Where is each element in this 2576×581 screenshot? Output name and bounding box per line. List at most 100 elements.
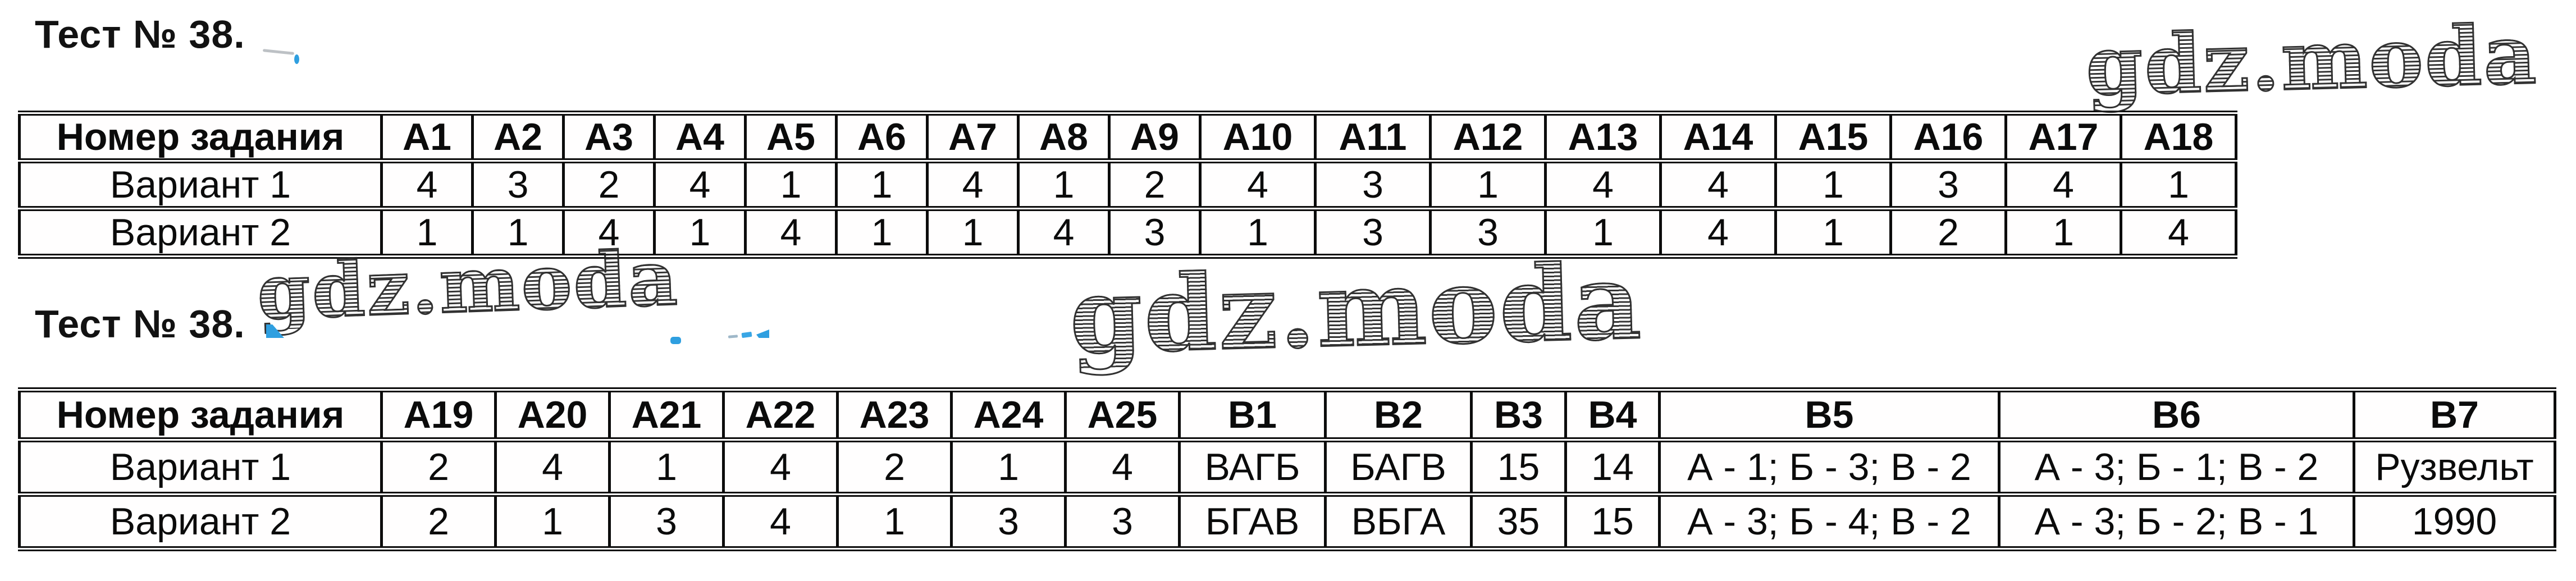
task-header-cell: А5 xyxy=(744,111,838,163)
task-header-cell: А9 xyxy=(1108,111,1202,163)
answer-cell: БАГВ xyxy=(1324,437,1473,497)
answer-cell: 1 xyxy=(2004,206,2122,259)
answer-cell: 1 xyxy=(2120,158,2237,211)
task-header-cell: А12 xyxy=(1429,111,1547,163)
gdz-moda-watermark-center: gdz.moda xyxy=(1067,239,1645,378)
answer-cell: 4 xyxy=(1199,158,1317,211)
task-header-cell: А25 xyxy=(1064,387,1181,442)
answer-cell: ВАГБ xyxy=(1178,437,1327,497)
variant-label-cell: Вариант 2 xyxy=(18,492,383,551)
task-header-cell: А3 xyxy=(562,111,656,163)
task-header-cell: А4 xyxy=(653,111,747,163)
answer-cell: А - 3; Б - 4; В - 2 xyxy=(1658,492,2000,551)
answer-cell: 4 xyxy=(2004,158,2122,211)
answer-cell: 3 xyxy=(1314,206,1432,259)
answer-cell: 1 xyxy=(926,206,1020,259)
answer-cell: 3 xyxy=(1429,206,1547,259)
task-header-cell: В6 xyxy=(1998,387,2355,442)
task-header-cell: А17 xyxy=(2004,111,2122,163)
answer-table-tasks-a1-a18: Номер задания А1 А2 А3 А4 А5 А6 А7 А8 А9 А10 А11 А12… xyxy=(18,111,2237,259)
answer-cell: А - 3; Б - 2; В - 1 xyxy=(1998,492,2355,551)
task-header-cell: А22 xyxy=(722,387,839,442)
answer-cell: 1 xyxy=(471,206,565,259)
task-header-cell: А18 xyxy=(2120,111,2237,163)
gdz-moda-watermark-top-right: gdz.moda xyxy=(2084,6,2540,115)
task-header-cell: А11 xyxy=(1314,111,1432,163)
task-header-cell: А23 xyxy=(836,387,953,442)
answer-cell: 1 xyxy=(835,158,929,211)
page-title-test-38-second: Тест № 38. xyxy=(35,302,245,346)
answer-cell: 2 xyxy=(562,158,656,211)
answer-cell: А - 1; Б - 3; В - 2 xyxy=(1658,437,2000,497)
answer-cell: 4 xyxy=(722,437,839,497)
answer-cell: 1 xyxy=(1774,206,1892,259)
answer-cell: 1 xyxy=(1199,206,1317,259)
task-header-cell: А7 xyxy=(926,111,1020,163)
task-header-cell: В4 xyxy=(1564,387,1661,442)
task-header-cell: А14 xyxy=(1659,111,1777,163)
answer-cell: 3 xyxy=(1314,158,1432,211)
answer-cell: 3 xyxy=(471,158,565,211)
answer-cell: 2 xyxy=(1108,158,1202,211)
answer-cell: 4 xyxy=(1064,437,1181,497)
answer-cell: 4 xyxy=(1544,158,1662,211)
answer-cell: 4 xyxy=(744,206,838,259)
answer-cell: 4 xyxy=(380,158,474,211)
answer-cell: 4 xyxy=(2120,206,2237,259)
blue-ink-speck-artifact xyxy=(670,337,681,344)
task-header-cell: В2 xyxy=(1324,387,1473,442)
task-header-cell: А16 xyxy=(1889,111,2007,163)
answer-cell: ВБГА xyxy=(1324,492,1473,551)
answer-cell: 4 xyxy=(722,492,839,551)
task-header-cell: А1 xyxy=(380,111,474,163)
answer-cell: 1 xyxy=(380,206,474,259)
answer-cell: 1990 xyxy=(2353,492,2556,551)
task-header-cell: А20 xyxy=(494,387,611,442)
task-header-cell: А15 xyxy=(1774,111,1892,163)
answer-cell: 1 xyxy=(1017,158,1111,211)
answer-cell: 1 xyxy=(608,437,725,497)
answer-cell: 4 xyxy=(562,206,656,259)
answer-cell: 1 xyxy=(1429,158,1547,211)
answer-cell: 1 xyxy=(1774,158,1892,211)
task-header-cell: А8 xyxy=(1017,111,1111,163)
variant-label-cell: Вариант 2 xyxy=(18,206,383,259)
answer-cell: 1 xyxy=(744,158,838,211)
variant-row: Вариант 2 2 1 3 4 1 3 3 БГАВ ВБГА 35 15 А - 3; Б - 4… xyxy=(18,492,2556,551)
task-header-cell: А21 xyxy=(608,387,725,442)
answer-cell: 3 xyxy=(608,492,725,551)
page-title-test-38-first: Тест № 38. xyxy=(35,12,245,56)
blue-ink-wedge-artifact xyxy=(756,330,769,338)
answer-cell: 14 xyxy=(1564,437,1661,497)
answer-cell: 3 xyxy=(950,492,1067,551)
answer-cell: Рузвельт xyxy=(2353,437,2556,497)
answer-cell: А - 3; Б - 1; В - 2 xyxy=(1998,437,2355,497)
answer-cell: 1 xyxy=(1544,206,1662,259)
task-header-cell: А10 xyxy=(1199,111,1317,163)
header-row: Номер задания А1 А2 А3 А4 А5 А6 А7 А8 А9 А10 А11 А12… xyxy=(18,111,2237,163)
pencil-smudge-artifact xyxy=(262,49,295,55)
answer-cell: 2 xyxy=(380,437,497,497)
answer-cell: 1 xyxy=(653,206,747,259)
answer-cell: 1 xyxy=(835,206,929,259)
blue-ink-dash-artifact xyxy=(728,335,738,338)
answer-cell: 2 xyxy=(380,492,497,551)
answer-cell: 1 xyxy=(836,492,953,551)
answer-cell: 2 xyxy=(836,437,953,497)
variant-label-cell: Вариант 1 xyxy=(18,437,383,497)
answer-cell: 15 xyxy=(1564,492,1661,551)
answer-cell: 35 xyxy=(1470,492,1567,551)
answer-cell: 4 xyxy=(926,158,1020,211)
task-header-cell: А6 xyxy=(835,111,929,163)
task-header-cell: А13 xyxy=(1544,111,1662,163)
task-number-header-cell: Номер задания xyxy=(18,111,383,163)
task-header-cell: А19 xyxy=(380,387,497,442)
gdz-moda-watermark-middle-left: gdz.moda xyxy=(255,232,681,337)
header-row: Номер задания А19 А20 А21 А22 А23 А24 А25 В1 В2 В3… xyxy=(18,387,2556,442)
answer-cell: 4 xyxy=(653,158,747,211)
answer-cell: БГАВ xyxy=(1178,492,1327,551)
variant-label-cell: Вариант 1 xyxy=(18,158,383,211)
